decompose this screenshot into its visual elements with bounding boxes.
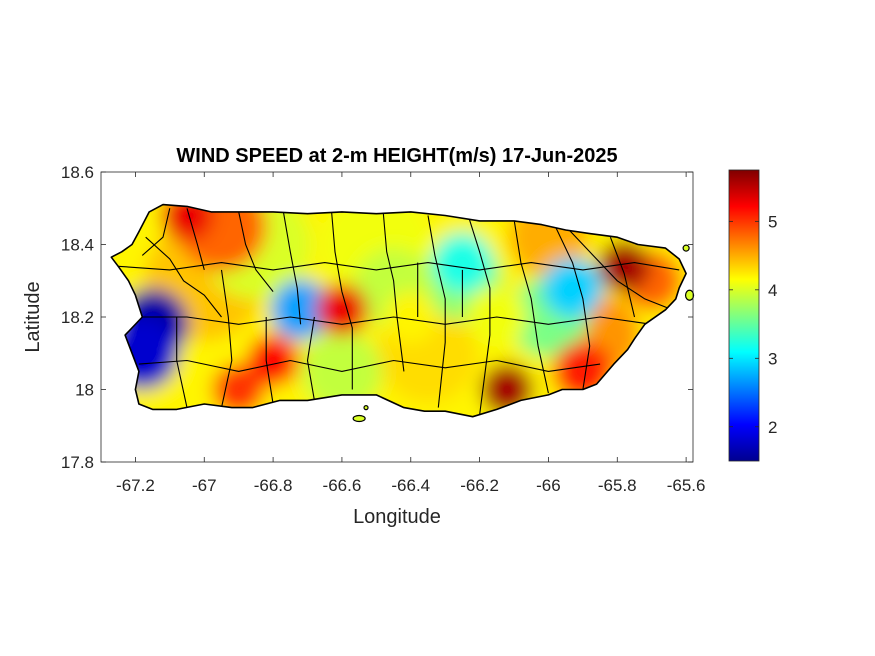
y-tick-label: 18.2 bbox=[61, 308, 94, 327]
y-axis-ticks: 17.8 18 18.2 18.4 18.6 bbox=[61, 163, 693, 472]
chart-title: WIND SPEED at 2-m HEIGHT(m/s) 17-Jun-202… bbox=[176, 145, 617, 167]
colorbar-ticks: 2 3 4 5 bbox=[729, 212, 777, 437]
small-islands bbox=[352, 244, 695, 423]
colorbar: 2 3 4 5 bbox=[728, 169, 777, 462]
x-tick-label: -67.2 bbox=[116, 476, 155, 495]
y-tick-label: 18 bbox=[75, 381, 94, 400]
x-axis-label: Longitude bbox=[353, 506, 441, 528]
x-tick-label: -66.2 bbox=[460, 476, 499, 495]
colorbar-gradient bbox=[728, 169, 760, 462]
x-tick-label: -65.8 bbox=[598, 476, 637, 495]
y-tick-label: 18.6 bbox=[61, 163, 94, 182]
x-tick-label: -66.4 bbox=[391, 476, 430, 495]
x-tick-label: -66.8 bbox=[254, 476, 293, 495]
plot-area bbox=[100, 171, 695, 463]
colorbar-tick-label: 4 bbox=[768, 281, 777, 300]
x-tick-label: -65.6 bbox=[667, 476, 706, 495]
colorbar-tick-label: 3 bbox=[768, 349, 777, 368]
y-tick-label: 17.8 bbox=[61, 453, 94, 472]
x-tick-label: -66 bbox=[536, 476, 561, 495]
colorbar-tick-label: 5 bbox=[768, 212, 777, 231]
x-axis-ticks: -67.2 -67 -66.8 -66.6 -66.4 -66.2 -66 -65.8 -65.… bbox=[116, 172, 705, 495]
x-tick-label: -66.6 bbox=[323, 476, 362, 495]
wind-speed-field bbox=[111, 204, 687, 417]
island-coastline bbox=[110, 203, 687, 418]
y-axis-label: Latitude bbox=[22, 281, 44, 352]
y-tick-label: 18.4 bbox=[61, 236, 94, 255]
colorbar-tick-label: 2 bbox=[768, 418, 777, 437]
x-tick-label: -67 bbox=[192, 476, 217, 495]
municipality-boundaries bbox=[118, 208, 680, 415]
